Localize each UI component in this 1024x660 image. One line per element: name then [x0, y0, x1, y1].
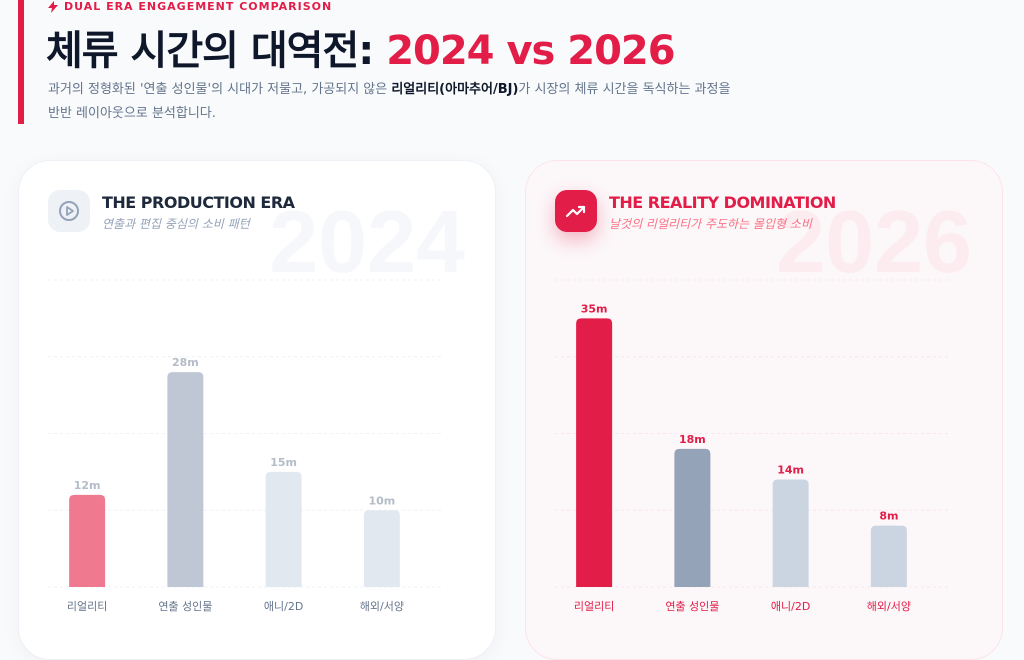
watermark-year: 2024 [269, 192, 465, 291]
category-label: 연출 성인물 [158, 600, 212, 613]
bar [265, 471, 302, 587]
trending-up-icon [555, 190, 597, 232]
eyebrow: DUAL ERA ENGAGEMENT COMPARISON [48, 0, 332, 13]
title-highlight: 2024 vs 2026 [386, 28, 675, 74]
lightning-icon [48, 0, 58, 13]
page-description: 과거의 정형화된 '연출 성인물'의 시대가 저물고, 가공되지 않은 리얼리티… [48, 78, 738, 126]
value-label: 8m [879, 510, 898, 523]
bar-chart-2026: 35m 리얼리티 18m 연출 성인물 14m 애니/2D 8m 해외/서양 [555, 279, 948, 613]
value-label: 35m [581, 302, 608, 315]
value-label: 12m [74, 479, 101, 492]
bar [363, 510, 400, 587]
bar [69, 494, 106, 587]
card-subtitle: 연출과 편집 중심의 소비 패턴 [102, 217, 250, 231]
value-label: 28m [172, 356, 199, 369]
page-title: 체류 시간의 대역전: 2024 vs 2026 [46, 18, 676, 76]
card-title: THE PRODUCTION ERA [102, 193, 295, 212]
category-label: 리얼리티 [67, 599, 107, 613]
desc-part1: 과거의 정형화된 '연출 성인물'의 시대가 저물고, 가공되지 않은 [48, 82, 392, 97]
category-label: 애니/2D [264, 600, 303, 613]
play-circle-icon [48, 190, 90, 232]
value-label: 14m [777, 464, 804, 477]
desc-part2: 가 시장의 체류 시간을 독식하는 과정을 반반 레이아웃으로 분석합니다. [48, 82, 731, 121]
value-label: 18m [679, 433, 706, 446]
bar [870, 525, 907, 587]
card-2024: 2024 THE PRODUCTION ERA 연출과 편집 중심의 소비 패턴… [18, 160, 496, 660]
bar [576, 318, 613, 587]
category-label: 해외/서양 [360, 599, 404, 613]
card-subtitle: 날것의 리얼리티가 주도하는 몰입형 소비 [609, 217, 812, 231]
accent-bar [18, 0, 24, 124]
bar [674, 448, 711, 587]
eyebrow-text: DUAL ERA ENGAGEMENT COMPARISON [64, 0, 333, 13]
title-main: 체류 시간의 대역전: [46, 28, 387, 74]
value-label: 10m [368, 494, 395, 507]
category-label: 리얼리티 [574, 599, 614, 613]
bar [167, 372, 204, 587]
card-title: THE REALITY DOMINATION [609, 193, 836, 212]
card-2026: 2026 THE REALITY DOMINATION 날것의 리얼리티가 주도… [525, 160, 1003, 660]
bar-chart-2024: 12m 리얼리티 28m 연출 성인물 15m 애니/2D 10m 해외/서양 [48, 279, 441, 613]
category-label: 애니/2D [771, 600, 810, 613]
value-label: 15m [270, 456, 297, 469]
watermark-year: 2026 [776, 192, 972, 291]
bar [772, 479, 809, 587]
category-label: 해외/서양 [867, 599, 911, 613]
desc-bold: 리얼리티(아마추어/BJ) [391, 82, 519, 97]
category-label: 연출 성인물 [665, 600, 719, 613]
